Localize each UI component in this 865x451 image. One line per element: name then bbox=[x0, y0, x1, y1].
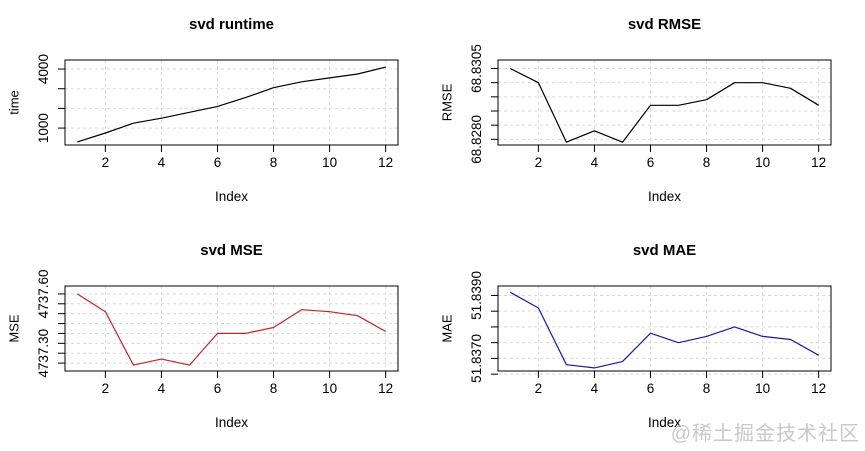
svg-text:12: 12 bbox=[811, 381, 826, 396]
svg-text:1000: 1000 bbox=[36, 113, 51, 143]
svg-text:2: 2 bbox=[102, 155, 110, 170]
svg-text:4000: 4000 bbox=[36, 54, 51, 84]
chart-svd-mse: svd MSE MSE 2 4 6 8 10 12 4737.30 4737.60 Index bbox=[0, 226, 432, 451]
plot-area-svd-runtime: 2 4 6 8 10 12 1000 4000 bbox=[36, 54, 399, 170]
svg-text:51.8390: 51.8390 bbox=[469, 271, 484, 320]
chart-title: svd MSE bbox=[200, 242, 263, 259]
svg-text:6: 6 bbox=[647, 155, 655, 170]
plot-area-svd-mse: 2 4 6 8 10 12 4737.30 4737.60 bbox=[36, 270, 399, 396]
svg-text:2: 2 bbox=[102, 381, 110, 396]
svg-text:2: 2 bbox=[535, 381, 543, 396]
svg-text:6: 6 bbox=[214, 155, 222, 170]
svg-text:51.8370: 51.8370 bbox=[469, 334, 484, 383]
svg-text:6: 6 bbox=[214, 381, 222, 396]
svg-text:10: 10 bbox=[322, 381, 337, 396]
svg-text:8: 8 bbox=[703, 381, 711, 396]
x-axis-label: Index bbox=[214, 189, 249, 204]
chart-svd-runtime: svd runtime time 2 4 6 8 10 12 1000 4000 Index bbox=[0, 0, 432, 225]
svg-text:6: 6 bbox=[647, 381, 655, 396]
x-axis-label: Index bbox=[647, 189, 682, 204]
svg-text:4: 4 bbox=[591, 381, 599, 396]
svg-text:12: 12 bbox=[378, 155, 393, 170]
svg-text:4: 4 bbox=[158, 381, 166, 396]
svg-text:10: 10 bbox=[755, 381, 770, 396]
chart-svd-rmse: svd RMSE RMSE 2 4 6 8 10 12 68.8280 68.8305 Ind… bbox=[433, 0, 865, 225]
chart-title: svd RMSE bbox=[627, 16, 702, 33]
svg-text:12: 12 bbox=[811, 155, 826, 170]
chart-title: svd runtime bbox=[188, 16, 275, 33]
svg-text:4737.30: 4737.30 bbox=[36, 329, 51, 378]
svg-text:4: 4 bbox=[591, 155, 599, 170]
svg-text:8: 8 bbox=[270, 381, 278, 396]
svg-text:8: 8 bbox=[703, 155, 711, 170]
svg-text:10: 10 bbox=[755, 155, 770, 170]
x-axis-label: Index bbox=[214, 415, 249, 430]
chart-title: svd MAE bbox=[632, 242, 697, 259]
watermark: @稀土掘金技术社区 bbox=[670, 423, 860, 445]
svg-text:8: 8 bbox=[270, 155, 278, 170]
chart-svd-mae: svd MAE MAE 2 4 6 8 10 12 51.8370 51.8390 Index bbox=[433, 226, 865, 451]
svg-text:4: 4 bbox=[158, 155, 166, 170]
plot-area-svd-mae: 2 4 6 8 10 12 51.8370 51.8390 bbox=[469, 271, 832, 396]
svg-text:68.8280: 68.8280 bbox=[469, 115, 484, 164]
svg-text:4737.60: 4737.60 bbox=[36, 270, 51, 319]
svg-text:10: 10 bbox=[322, 155, 337, 170]
svg-text:2: 2 bbox=[535, 155, 543, 170]
x-axis-label: Index bbox=[647, 415, 682, 430]
svg-text:68.8305: 68.8305 bbox=[469, 44, 484, 93]
plot-area-svd-rmse: 2 4 6 8 10 12 68.8280 68.8305 bbox=[469, 44, 832, 170]
svg-text:12: 12 bbox=[378, 381, 393, 396]
